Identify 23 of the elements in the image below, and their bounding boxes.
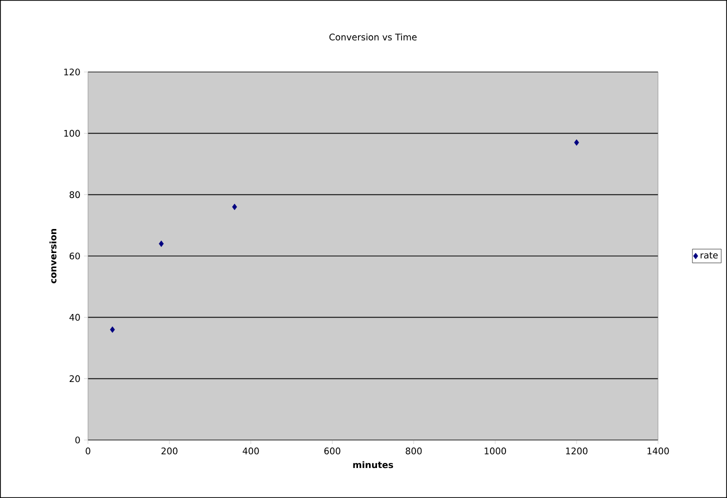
point: [110, 326, 115, 333]
point: [232, 204, 238, 210]
y-tick-label: 120: [64, 68, 80, 76]
legend-label: rate: [700, 252, 718, 259]
point: [574, 139, 580, 146]
x-axis-title: minutes: [353, 461, 394, 468]
x-tick-label: 200: [162, 448, 178, 454]
y-tick-label: 20: [70, 375, 80, 382]
x-tick-label: 600: [324, 448, 340, 454]
y-axis-title: conversion: [49, 229, 56, 284]
x-tick-label: 800: [406, 448, 422, 454]
chart-title: Conversion vs Time: [329, 34, 417, 40]
y-tick-label: 0: [75, 436, 80, 444]
x-tick-label: 400: [242, 448, 259, 454]
x-tick-label: 1400: [648, 448, 669, 454]
y-tick-label: 60: [70, 252, 80, 260]
y-tick-label: 100: [64, 130, 80, 137]
x-tick-label: 1200: [566, 448, 588, 454]
y-tick-label: 40: [69, 314, 80, 321]
y-tick-label: 80: [70, 191, 80, 198]
x-tick-label: 0: [86, 448, 90, 454]
point: [158, 240, 164, 247]
x-tick-label: 1000: [484, 448, 506, 454]
